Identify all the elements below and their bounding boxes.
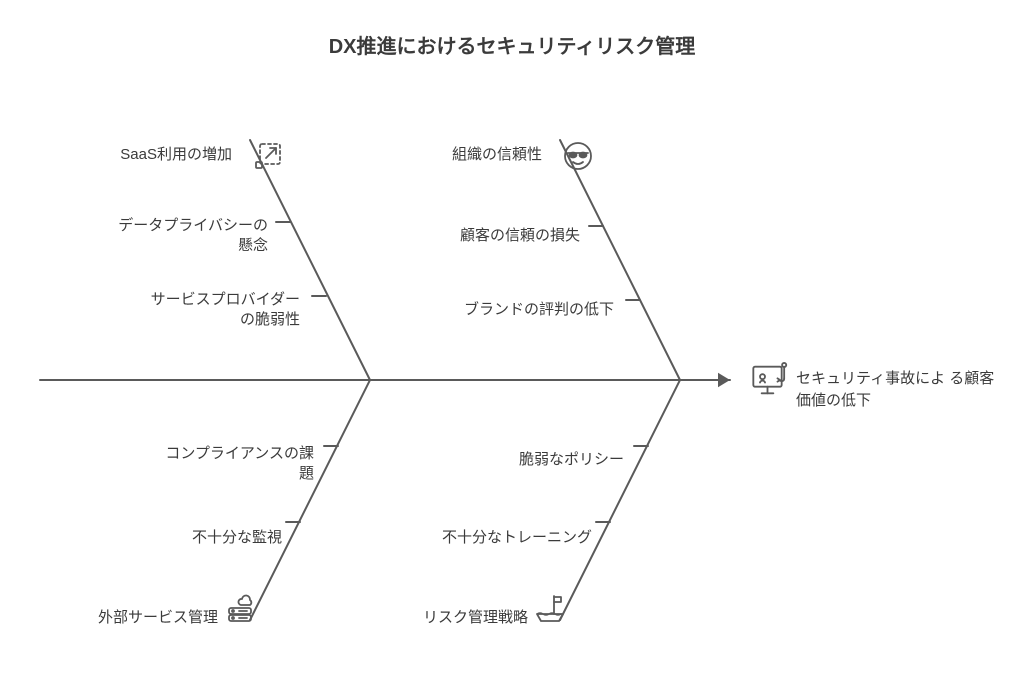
glasses-face-icon (562, 140, 594, 172)
category-label: 外部サービス管理 (58, 608, 218, 628)
effect-label: セキュリティ事故によ る顧客価値の低下 (796, 368, 996, 412)
category-label: 組織の信頼性 (402, 145, 542, 165)
boat-flag-icon (534, 592, 566, 624)
cause-label: 顧客の信頼の損失 (400, 226, 580, 246)
cause-label: 不十分なトレーニング (392, 528, 592, 548)
scale-icon (252, 140, 284, 172)
category-label: リスク管理戦略 (378, 608, 528, 628)
cause-label: コンプライアンスの課 題 (114, 444, 314, 485)
cause-label: ブランドの評判の低下 (404, 300, 614, 320)
cause-label: サービスプロバイダー の脆弱性 (100, 290, 300, 331)
cause-label: データプライバシーの 懸念 (68, 216, 268, 257)
server-cloud-icon (224, 592, 256, 624)
cause-label: 脆弱なポリシー (474, 450, 624, 470)
cause-label: 不十分な監視 (142, 528, 282, 548)
category-label: SaaS利用の増加 (72, 145, 232, 165)
monitor-phishing-icon (750, 360, 790, 400)
fishbone-svg (0, 0, 1024, 682)
